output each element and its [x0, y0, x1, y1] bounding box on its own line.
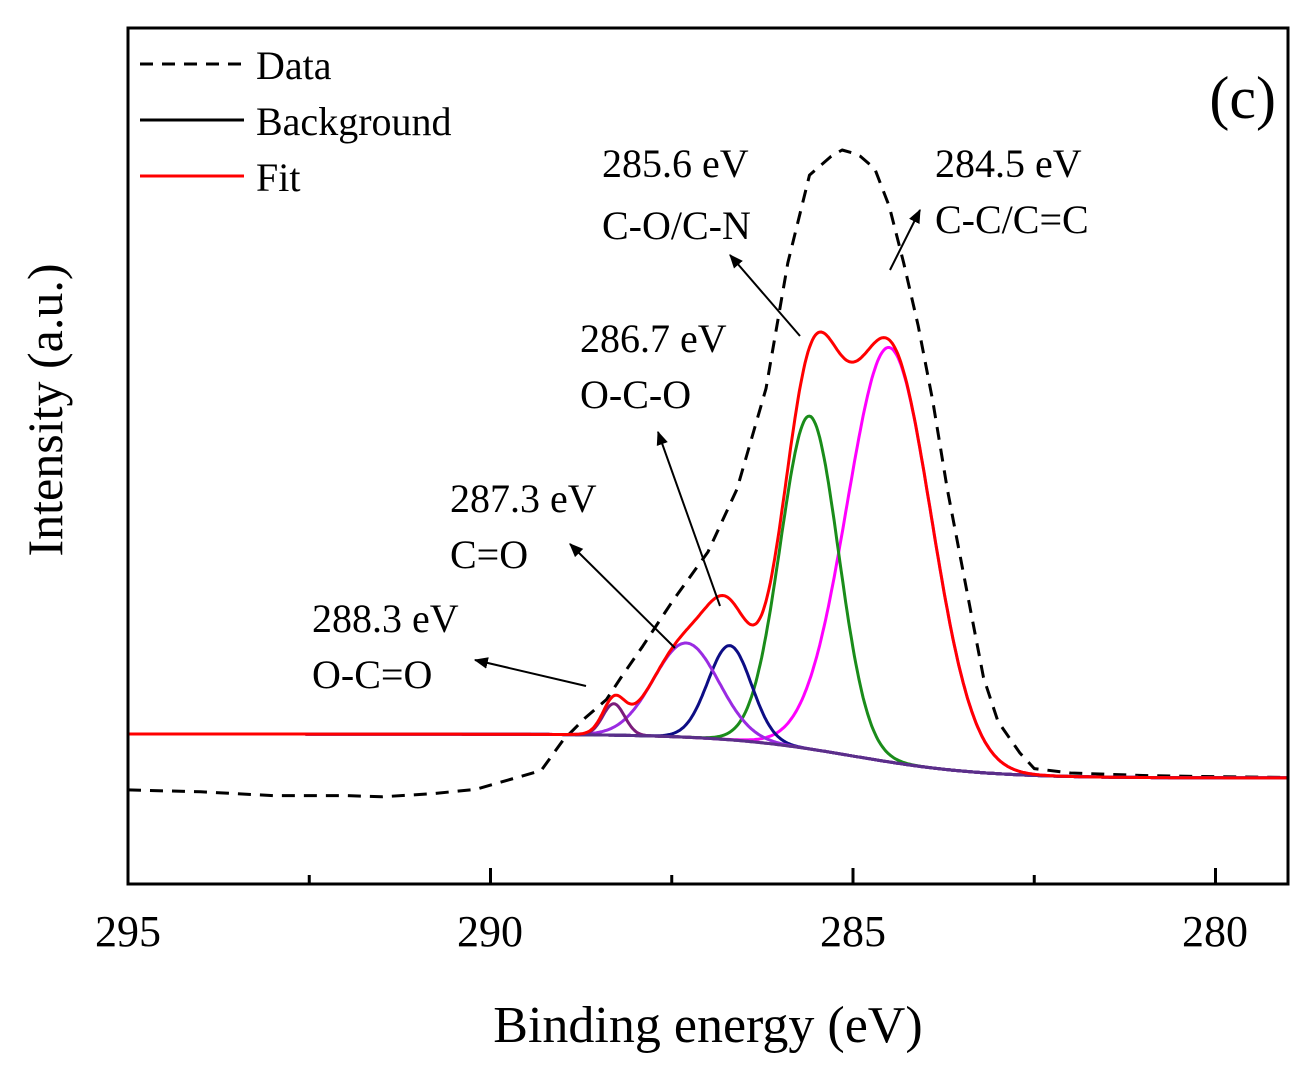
x-tick-label-285: 285 [820, 907, 886, 956]
peak-o-c-o-line [127, 702, 1289, 780]
arrow-288-3 [473, 657, 587, 687]
x-ticks [126, 868, 1217, 884]
x-tick-label-280: 280 [1182, 907, 1248, 956]
x-axis-label: Binding energy (eV) [493, 997, 922, 1054]
x-tick-label-295: 295 [95, 907, 161, 956]
y-axis-label: Intensity (a.u.) [17, 264, 73, 557]
background-line [127, 732, 1289, 780]
legend: Data Background Fit [140, 43, 452, 200]
arrow-286-7 [656, 430, 721, 607]
peak-c-o-line [127, 641, 1289, 780]
plot-frame [126, 26, 1290, 886]
arrow-285-6 [729, 254, 801, 337]
data-series-line [127, 148, 1289, 799]
annotation-287-3-energy: 287.3 eV [450, 476, 597, 521]
arrow-287-3 [569, 543, 676, 649]
fit-line [127, 330, 1289, 780]
legend-data-label: Data [256, 43, 332, 88]
annotation-284-5-energy: 284.5 eV [935, 141, 1082, 186]
curves-layer [127, 148, 1289, 799]
annotation-285-6-label: C-O/C-N [602, 203, 751, 248]
panel-label: (c) [1209, 65, 1276, 131]
annotation-284-5-label: C-C/C=C [935, 197, 1089, 242]
annotation-288-3-energy: 288.3 eV [312, 596, 459, 641]
peak-c-c-c-c-line [127, 346, 1289, 780]
annotation-286-7-energy: 286.7 eV [580, 316, 727, 361]
peak-c-o-c-n-line [127, 414, 1289, 780]
annotation-285-6-energy: 285.6 eV [602, 141, 749, 186]
annotation-287-3-label: C=O [450, 532, 528, 577]
annotation-288-3-label: O-C=O [312, 652, 432, 697]
arrow-284-5 [889, 208, 921, 271]
x-tick-label-290: 290 [457, 907, 523, 956]
annotation-286-7-label: O-C-O [580, 372, 691, 417]
legend-fit-label: Fit [256, 155, 300, 200]
legend-background-label: Background [256, 99, 452, 144]
